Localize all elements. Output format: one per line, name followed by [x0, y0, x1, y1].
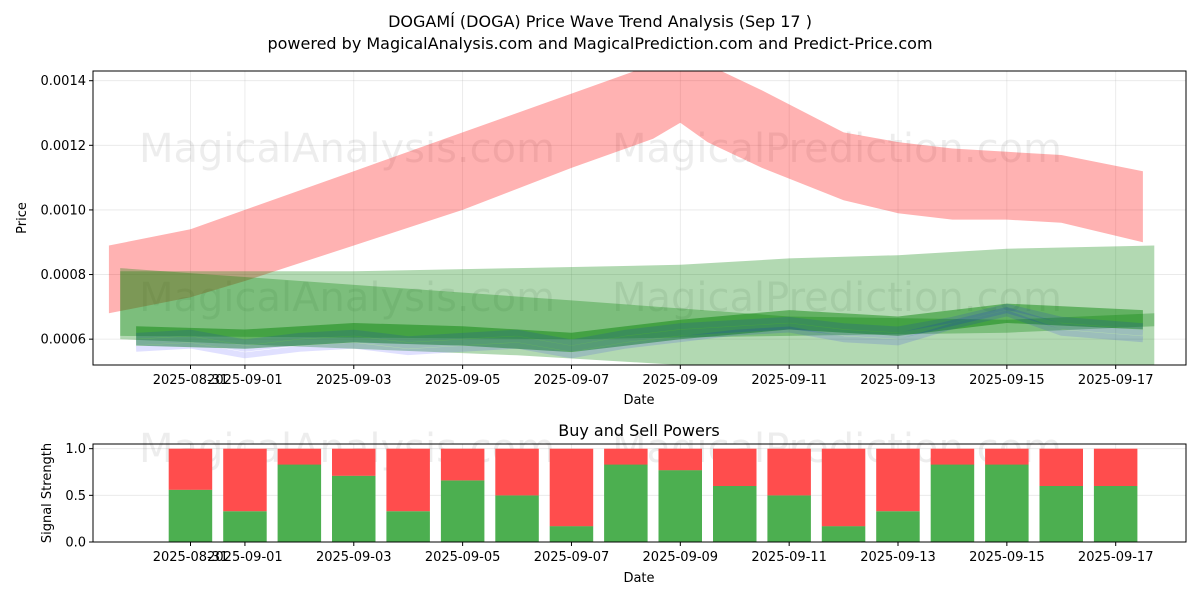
price-x-tick-label: 2025-09-09 [643, 373, 719, 388]
buy-bar [277, 464, 322, 542]
price-y-tick-label: 0.0010 [41, 203, 87, 218]
price-x-tick-label: 2025-09-05 [425, 373, 501, 388]
sell-bar [440, 448, 485, 481]
price-axes-frame [92, 70, 1187, 366]
signal-x-tick-label: 2025-09-05 [425, 550, 501, 565]
buy-bar [223, 511, 267, 542]
price-x-tick-label: 2025-09-13 [860, 373, 936, 388]
blue-wave-line [135, 303, 1144, 346]
green-wave-band [136, 303, 1143, 353]
sell-bar [821, 448, 866, 527]
signal-x-tick-label: 2025-09-17 [1078, 550, 1154, 565]
sell-bar [332, 448, 376, 476]
signal-x-tick-label: 2025-09-15 [969, 550, 1045, 565]
price-y-tick-label: 0.0008 [41, 268, 87, 283]
sell-bar [495, 448, 539, 496]
chart-subtitle: powered by MagicalAnalysis.com and Magic… [267, 34, 932, 53]
price-grid [93, 71, 1186, 365]
sell-bar [713, 448, 757, 486]
buy-bar [495, 495, 539, 542]
signal-x-tick-label: 2025-09-01 [207, 550, 283, 565]
sell-bar [223, 448, 267, 512]
signal-y-tick-label: 0.5 [65, 489, 86, 504]
signal-y-label: Signal Strength [40, 443, 55, 543]
sell-bar [658, 448, 702, 471]
buy-bar [821, 526, 866, 542]
sell-bar [876, 448, 920, 512]
price-y-tick-label: 0.0006 [41, 333, 87, 348]
buy-bar [767, 495, 811, 542]
price-x-tick-label: 2025-08-31 [153, 373, 229, 388]
buy-bar [168, 489, 213, 542]
price-x-tick-label: 2025-09-15 [969, 373, 1045, 388]
watermark-left: MagicalAnalysis.com [139, 126, 555, 172]
price-x-tick-label: 2025-09-03 [316, 373, 392, 388]
price-plot-area [108, 71, 1155, 365]
signal-panel-title: Buy and Sell Powers [558, 421, 720, 440]
signal-x-tick-label: 2025-09-03 [316, 550, 392, 565]
signal-axes-frame [92, 443, 1187, 543]
buy-bar [876, 511, 920, 542]
signal-x-tick-label: 2025-08-31 [153, 550, 229, 565]
signal-x-tick-label: 2025-09-13 [860, 550, 936, 565]
buy-bar [332, 475, 376, 542]
sell-bar [1039, 448, 1083, 486]
price-panel: MagicalAnalysis.com MagicalPrediction.co… [15, 70, 1187, 408]
signal-x-label: Date [623, 571, 654, 586]
buy-bar [1039, 486, 1083, 542]
signal-y-tick-label: 0.0 [65, 536, 86, 551]
sell-bar [985, 448, 1029, 465]
buy-bar [549, 526, 594, 542]
sell-bar [604, 448, 648, 465]
sell-bar [386, 448, 430, 512]
buy-bar [386, 511, 430, 542]
buy-bar [1093, 486, 1138, 542]
price-x-label: Date [623, 393, 654, 408]
signal-plot-area [168, 448, 1138, 542]
buy-bar [440, 480, 485, 542]
signal-panel: Buy and Sell Powers MagicalAnalysis.com … [40, 421, 1187, 586]
price-x-tick-label: 2025-09-01 [207, 373, 283, 388]
signal-x-tick-label: 2025-09-09 [643, 550, 719, 565]
price-x-tick-label: 2025-09-17 [1078, 373, 1154, 388]
signal-x-tick-label: 2025-09-07 [534, 550, 610, 565]
sell-bar [1093, 448, 1138, 486]
price-x-tick-label: 2025-09-07 [534, 373, 610, 388]
buy-bar [930, 464, 975, 542]
sell-bar [767, 448, 811, 496]
signal-y-tick-label: 1.0 [65, 442, 86, 457]
sell-bar [168, 448, 213, 490]
blue-wave-line [135, 307, 1144, 352]
buy-bar [985, 464, 1029, 542]
price-y-tick-label: 0.0012 [41, 139, 87, 154]
chart-title: DOGAMÍ (DOGA) Price Wave Trend Analysis … [388, 12, 812, 31]
buy-bar [658, 470, 702, 542]
green-wave-band [120, 268, 1155, 340]
watermark-left-2: MagicalAnalysis.com [139, 275, 555, 321]
blue-wave-line [135, 310, 1144, 359]
signal-x-tick-label: 2025-09-11 [751, 550, 827, 565]
sell-bar [277, 448, 322, 465]
buy-bar [604, 464, 648, 542]
price-y-tick-label: 0.0014 [41, 74, 87, 89]
sell-bar [930, 448, 975, 465]
red-wave-band [108, 71, 1143, 314]
green-wave-band [120, 245, 1155, 365]
buy-bar [713, 486, 757, 542]
sell-bar [549, 448, 594, 527]
signal-y-ticks: 0.0 0.5 1.0 [65, 442, 93, 551]
price-x-tick-label: 2025-09-11 [751, 373, 827, 388]
watermark-right: MagicalPrediction.com [612, 126, 1062, 172]
price-y-ticks: 0.0006 0.0008 0.0010 0.0012 0.0014 [41, 74, 93, 348]
price-y-label: Price [15, 202, 30, 234]
watermark-right-2: MagicalPrediction.com [612, 275, 1062, 321]
